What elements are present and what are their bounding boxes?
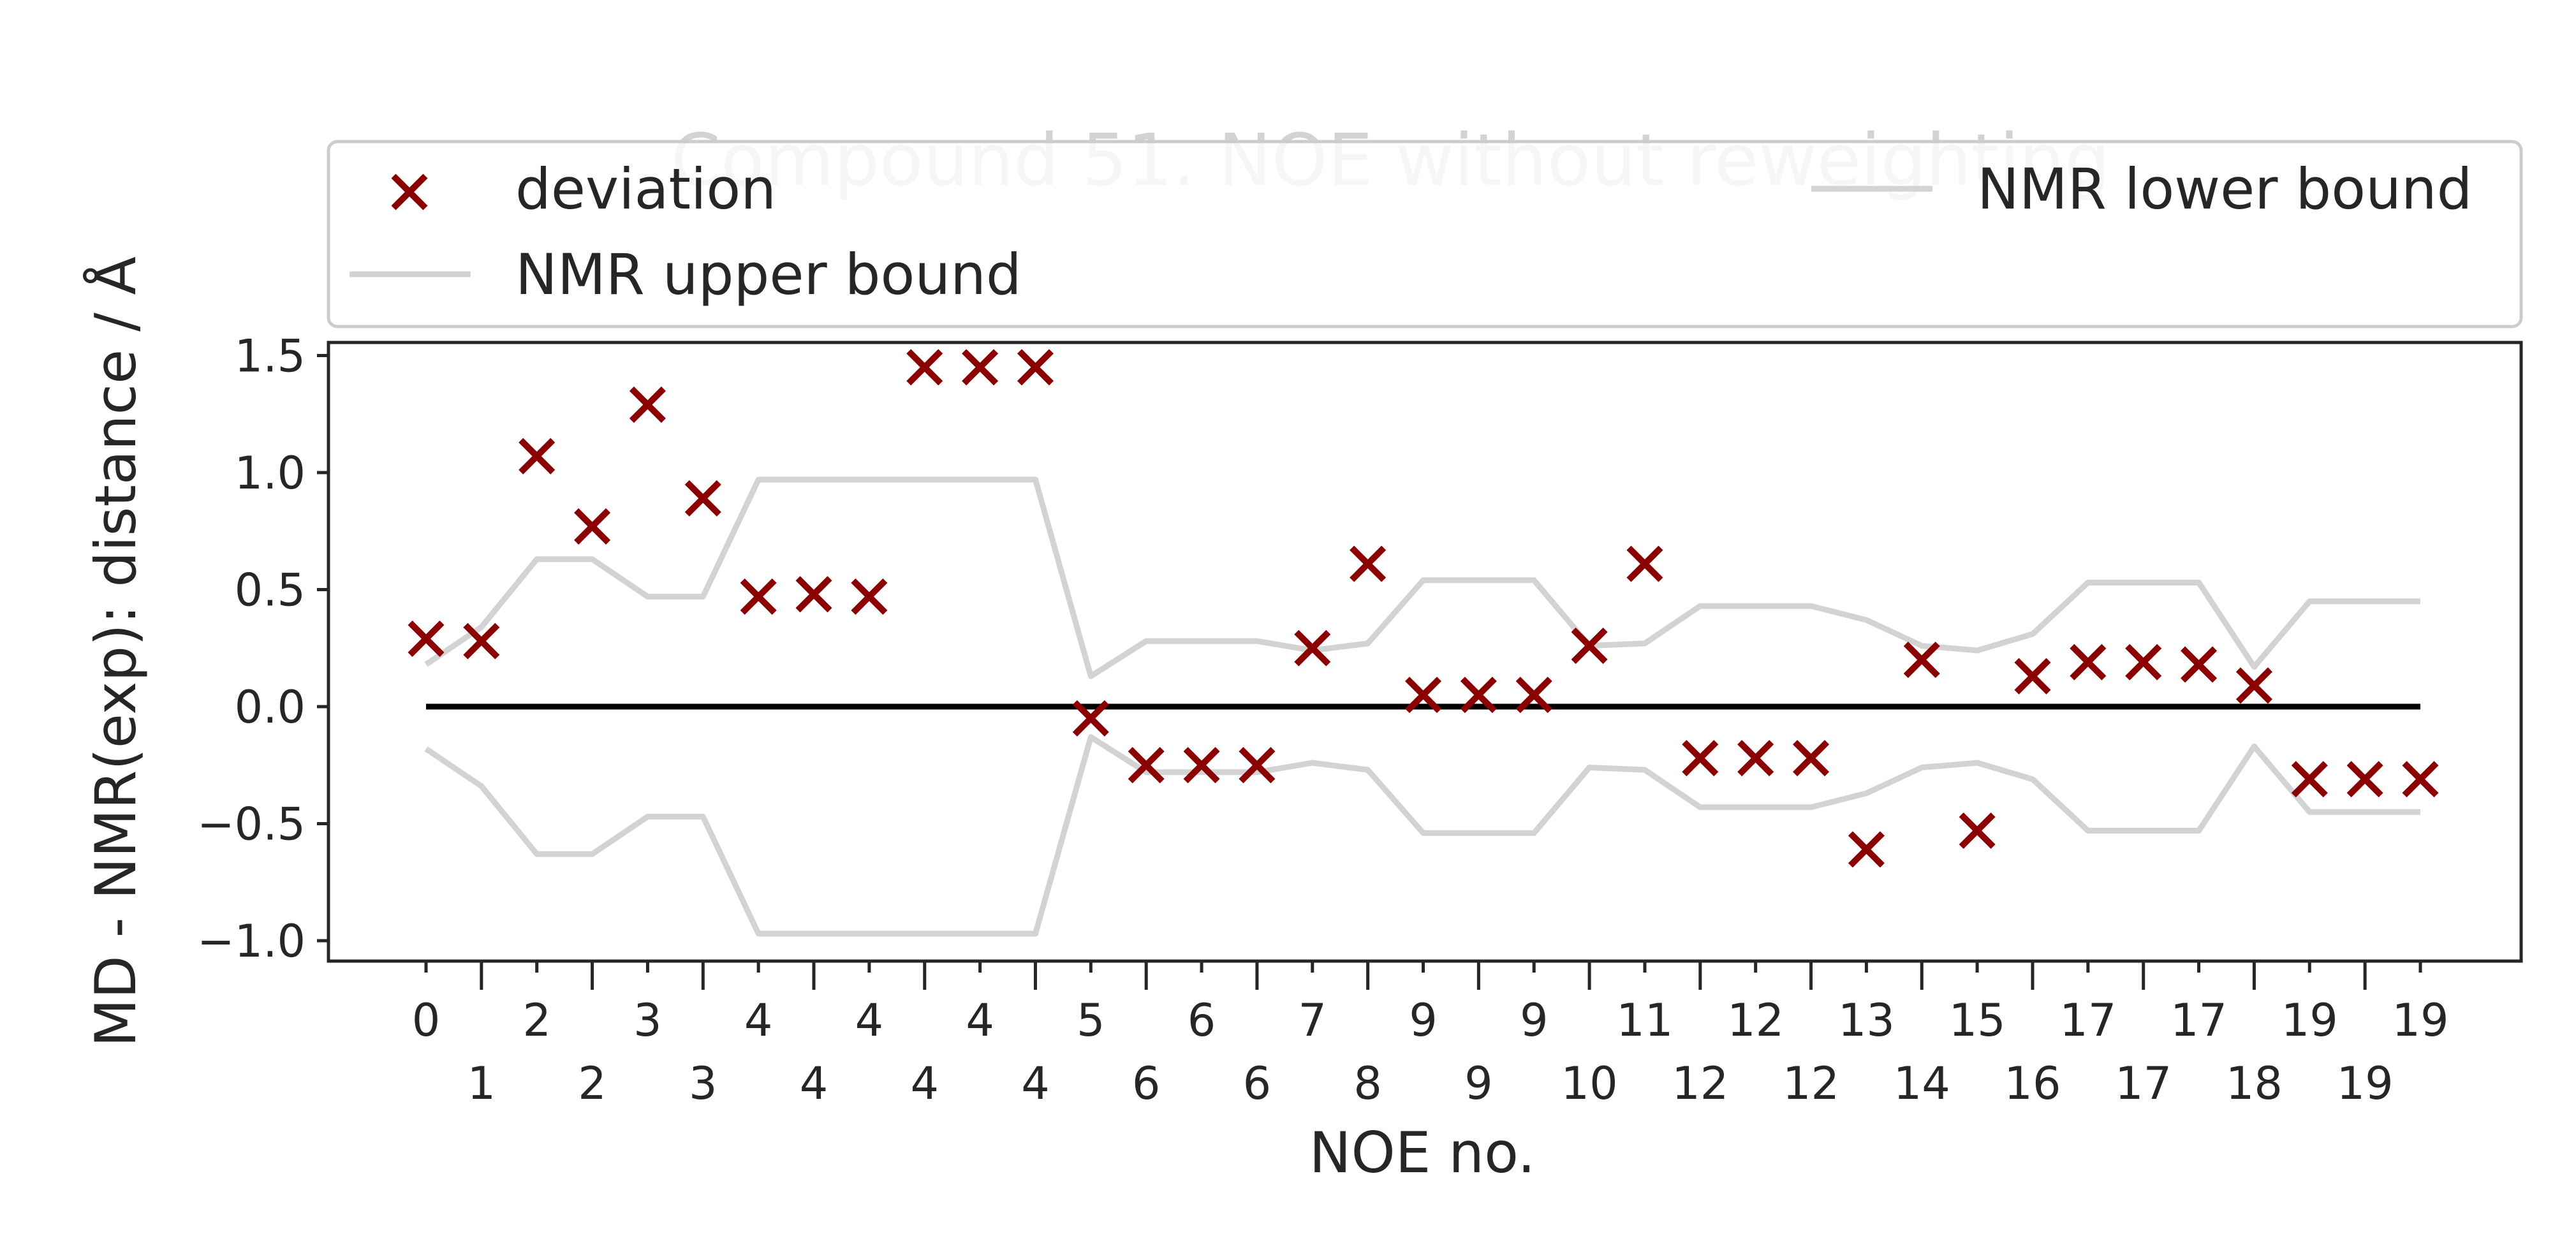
legend-label-deviation: deviation <box>515 156 776 222</box>
series-line-nmr-upper-bound <box>424 476 2420 679</box>
x-tick-label: 7 <box>1299 994 1327 1047</box>
x-tick-label: 12 <box>1672 1057 1728 1110</box>
deviation-point <box>1072 700 1109 737</box>
deviation-point <box>906 349 943 386</box>
deviation-point <box>740 578 777 615</box>
deviation-point <box>463 622 500 659</box>
deviation-point <box>684 480 721 517</box>
x-tick-label: 4 <box>744 994 773 1047</box>
x-tick-label: 4 <box>966 994 994 1047</box>
deviation-point <box>2125 643 2162 680</box>
x-axis-label: NOE no. <box>1309 1120 1536 1186</box>
deviation-point <box>851 578 888 615</box>
deviation-point <box>1183 747 1220 784</box>
legend-marker-deviation <box>391 173 428 210</box>
series-line-nmr-lower-bound <box>424 734 2420 937</box>
deviation-point <box>1350 545 1387 582</box>
y-tick-label: 0.5 <box>235 564 305 617</box>
x-tick-label: 3 <box>689 1057 718 1110</box>
x-tick-label: 10 <box>1561 1057 1618 1110</box>
deviation-point <box>408 621 445 658</box>
deviation-point <box>1239 747 1276 784</box>
deviation-point <box>1404 677 1442 714</box>
deviation-point <box>795 576 832 613</box>
x-tick-label: 17 <box>2059 994 2116 1047</box>
deviation-point <box>1903 642 1940 679</box>
x-tick-label: 3 <box>633 994 662 1047</box>
x-tick-label: 18 <box>2226 1057 2283 1110</box>
deviation-point <box>1460 677 1497 714</box>
deviation-point <box>962 349 999 386</box>
y-axis: 1.5 1.0 0.5 0.0 −0.5 −1.0 <box>197 330 328 967</box>
x-tick-label: 19 <box>2281 994 2338 1047</box>
x-tick-label: 5 <box>1077 994 1105 1047</box>
legend-label-lower: NMR lower bound <box>1977 156 2473 222</box>
x-axis: 0122334444445666789991011121212131415161… <box>412 961 2449 1110</box>
y-axis-label: MD - NMR(exp): distance / Å <box>83 256 149 1047</box>
x-tick-label: 4 <box>1021 1057 1050 1110</box>
deviation-point <box>1682 740 1719 777</box>
x-tick-label: 9 <box>1520 994 1549 1047</box>
deviation-point <box>1626 545 1663 582</box>
y-tick-label: 1.5 <box>235 330 305 383</box>
deviation-point <box>1017 349 1054 386</box>
legend-frame <box>327 140 2523 328</box>
deviation-point <box>1294 629 1331 666</box>
deviation-point <box>2291 761 2328 798</box>
deviation-point <box>1128 747 1165 784</box>
x-tick-label: 1 <box>467 1057 496 1110</box>
deviation-point <box>1792 740 1830 777</box>
x-tick-label: 19 <box>2392 994 2448 1047</box>
deviation-point <box>519 438 556 474</box>
y-tick-label: 1.0 <box>235 447 305 499</box>
legend-label-upper: NMR upper bound <box>515 242 1022 307</box>
deviation-point <box>2235 667 2272 704</box>
legend: deviation NMR upper bound NMR lower boun… <box>327 140 2523 328</box>
x-tick-label: 4 <box>855 994 884 1047</box>
deviation-point <box>2402 761 2439 798</box>
deviation-point <box>629 386 666 423</box>
x-tick-label: 17 <box>2115 1057 2172 1110</box>
x-tick-label: 13 <box>1838 994 1895 1047</box>
x-tick-label: 11 <box>1616 994 1673 1047</box>
x-tick-label: 12 <box>1783 1057 1839 1110</box>
bound-lines <box>424 476 2420 937</box>
x-tick-label: 14 <box>1894 1057 1950 1110</box>
x-tick-label: 9 <box>1464 1057 1493 1110</box>
x-tick-label: 6 <box>1132 1057 1161 1110</box>
x-tick-label: 16 <box>2004 1057 2061 1110</box>
deviation-point <box>2014 658 2051 695</box>
deviation-point <box>574 508 611 545</box>
x-tick-label: 4 <box>910 1057 939 1110</box>
plot-frame <box>327 341 2523 963</box>
x-tick-label: 9 <box>1409 994 1438 1047</box>
x-tick-label: 6 <box>1243 1057 1272 1110</box>
deviation-point <box>1959 812 1996 849</box>
deviation-point <box>2181 646 2218 683</box>
deviation-point <box>2346 761 2383 798</box>
x-tick-label: 12 <box>1727 994 1784 1047</box>
y-tick-label: −1.0 <box>197 915 305 967</box>
y-tick-label: 0.0 <box>235 681 305 733</box>
x-tick-label: 17 <box>2170 994 2227 1047</box>
deviation-point <box>1515 677 1552 714</box>
x-tick-label: 15 <box>1949 994 2006 1047</box>
y-tick-label: −0.5 <box>197 798 305 851</box>
x-tick-label: 4 <box>800 1057 828 1110</box>
deviation-point <box>1571 628 1608 665</box>
deviation-markers <box>408 349 2439 868</box>
x-tick-label: 6 <box>1188 994 1216 1047</box>
x-tick-label: 8 <box>1353 1057 1382 1110</box>
deviation-point <box>1848 831 1885 868</box>
x-tick-label: 2 <box>578 1057 607 1110</box>
deviation-point <box>1737 740 1774 777</box>
x-tick-label: 19 <box>2337 1057 2394 1110</box>
x-tick-label: 0 <box>412 994 441 1047</box>
x-tick-label: 2 <box>522 994 551 1047</box>
deviation-point <box>2070 643 2107 680</box>
